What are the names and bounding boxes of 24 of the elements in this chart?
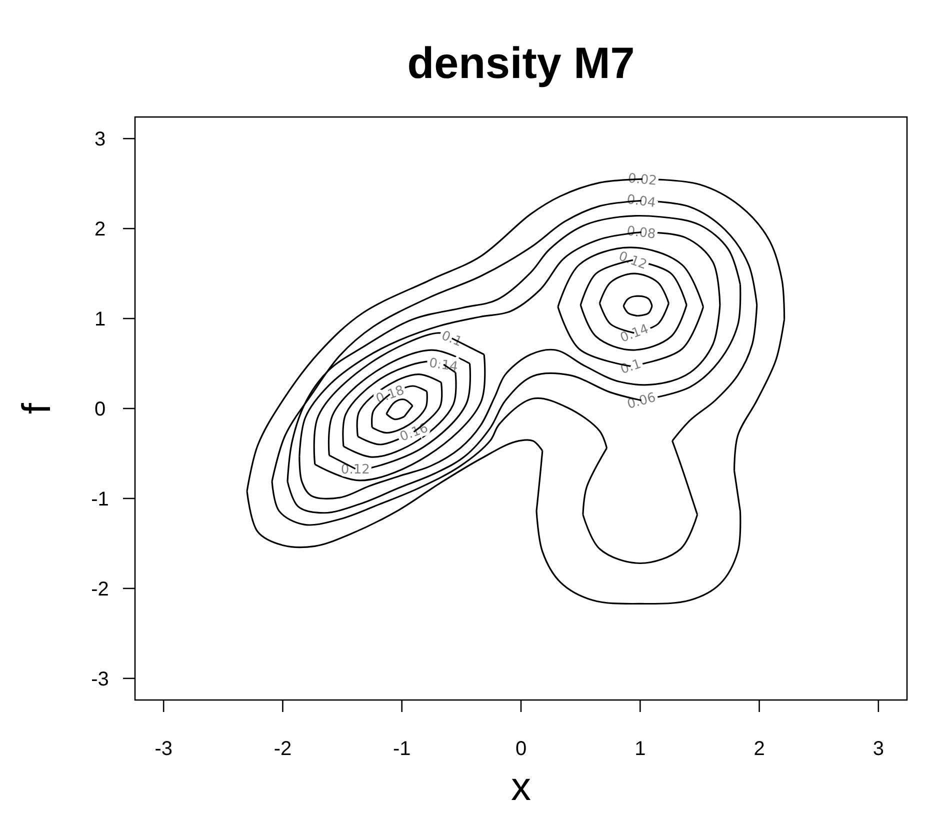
x-tick-label: 2 xyxy=(754,738,765,760)
text: 0.14 xyxy=(428,356,459,376)
text: 0.02 xyxy=(627,171,658,189)
y-tick-label: 1 xyxy=(94,308,106,331)
chart-title: density M7 xyxy=(407,39,635,88)
x-tick-label: -2 xyxy=(274,738,292,760)
y-tick-label: -2 xyxy=(91,578,109,600)
x-tick-label: 1 xyxy=(634,738,646,760)
text: 0.06 xyxy=(626,390,658,412)
x-tick-label: 3 xyxy=(872,738,884,760)
y-tick-label: 3 xyxy=(94,128,106,151)
x-tick-label: -3 xyxy=(154,738,172,760)
text: 0.1 xyxy=(439,328,464,350)
x-axis-title: x xyxy=(511,765,531,809)
y-tick-label: 2 xyxy=(94,218,106,241)
text: 0.18 xyxy=(374,383,406,408)
text: 0.12 xyxy=(616,249,649,273)
y-axis-title: f xyxy=(15,402,59,414)
text: 0.14 xyxy=(618,322,651,346)
y-tick-label: -1 xyxy=(91,488,109,510)
y-tick-label: 0 xyxy=(94,398,106,420)
y-tick-label: -3 xyxy=(91,668,109,690)
x-tick-label: -1 xyxy=(392,738,411,760)
x-tick-label: 0 xyxy=(515,738,527,760)
